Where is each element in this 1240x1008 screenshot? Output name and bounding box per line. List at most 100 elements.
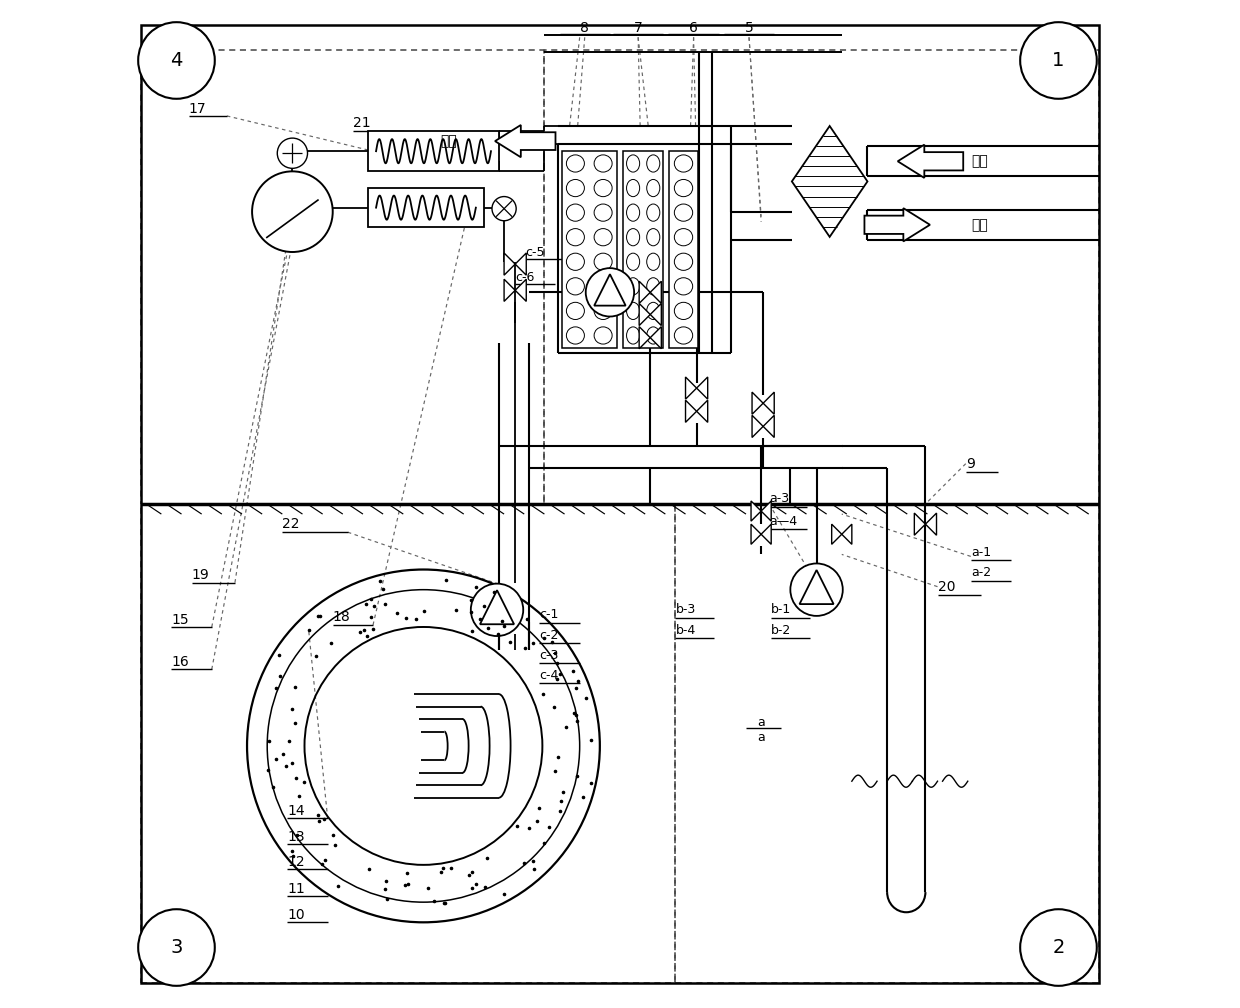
Point <box>309 806 329 823</box>
Point <box>435 573 455 589</box>
Polygon shape <box>697 400 708 422</box>
Polygon shape <box>650 327 661 349</box>
Text: c-2: c-2 <box>539 629 559 641</box>
Text: 2: 2 <box>1053 938 1065 957</box>
Polygon shape <box>650 281 661 303</box>
Point <box>433 860 453 876</box>
Point <box>575 690 595 707</box>
Polygon shape <box>515 253 526 275</box>
Point <box>267 751 286 767</box>
Point <box>470 611 490 627</box>
Point <box>534 835 554 851</box>
Point <box>548 749 568 765</box>
Text: 13: 13 <box>288 830 305 844</box>
Point <box>312 857 332 873</box>
Point <box>494 886 513 902</box>
Point <box>294 774 314 790</box>
Point <box>414 603 434 619</box>
Point <box>529 800 549 816</box>
Point <box>286 828 306 844</box>
Point <box>264 779 284 795</box>
Point <box>279 733 299 749</box>
Bar <box>368 131 498 171</box>
Point <box>361 591 381 607</box>
Point <box>265 679 285 696</box>
Point <box>299 622 319 638</box>
Polygon shape <box>792 126 868 237</box>
Point <box>466 875 486 891</box>
Point <box>306 648 326 664</box>
Point <box>567 679 587 696</box>
Point <box>466 580 486 596</box>
Point <box>285 715 305 731</box>
Point <box>441 860 461 876</box>
Point <box>285 770 305 786</box>
Point <box>567 714 587 730</box>
Point <box>544 645 564 661</box>
Text: 16: 16 <box>171 655 190 669</box>
Point <box>361 610 381 626</box>
Point <box>515 640 534 656</box>
Text: 8: 8 <box>580 21 589 35</box>
Point <box>355 622 374 638</box>
Point <box>573 789 593 805</box>
Point <box>563 663 583 679</box>
Text: 17: 17 <box>188 102 206 116</box>
Point <box>567 767 587 783</box>
Point <box>533 686 553 703</box>
FancyArrow shape <box>898 145 963 178</box>
Text: 21: 21 <box>353 116 371 130</box>
Point <box>356 596 376 612</box>
Point <box>552 793 572 809</box>
Point <box>397 611 417 627</box>
Text: 送风: 送风 <box>440 134 456 148</box>
Circle shape <box>252 171 332 252</box>
Polygon shape <box>515 279 526 301</box>
Polygon shape <box>832 524 842 544</box>
Point <box>461 623 481 639</box>
Text: 6: 6 <box>689 21 698 35</box>
Point <box>327 878 347 894</box>
Point <box>322 827 342 843</box>
Text: 10: 10 <box>288 908 305 922</box>
Point <box>314 811 334 828</box>
FancyArrow shape <box>495 125 556 157</box>
Point <box>370 573 389 589</box>
Text: 18: 18 <box>332 610 351 624</box>
Text: 20: 20 <box>937 580 955 594</box>
Point <box>283 843 303 859</box>
Point <box>363 621 383 637</box>
Point <box>258 762 278 778</box>
Text: 4: 4 <box>170 51 182 70</box>
Polygon shape <box>505 253 515 275</box>
Text: a—4: a—4 <box>769 515 797 527</box>
Point <box>517 612 537 628</box>
Text: 9: 9 <box>966 457 975 471</box>
Point <box>289 788 309 804</box>
Polygon shape <box>686 400 697 422</box>
Point <box>309 812 329 829</box>
Point <box>489 626 508 642</box>
Text: 22: 22 <box>283 517 300 531</box>
Text: 1: 1 <box>1053 51 1065 70</box>
Point <box>309 608 329 624</box>
Polygon shape <box>751 524 761 544</box>
Point <box>374 881 394 897</box>
Point <box>523 635 543 651</box>
Point <box>407 611 427 627</box>
Point <box>474 599 494 615</box>
Point <box>281 701 301 717</box>
Circle shape <box>492 197 516 221</box>
Point <box>275 758 295 774</box>
Text: a-1: a-1 <box>971 546 991 558</box>
Polygon shape <box>686 377 697 399</box>
Text: 排风: 排风 <box>971 218 987 232</box>
Polygon shape <box>639 327 650 349</box>
Point <box>463 880 482 896</box>
Point <box>568 672 588 688</box>
Text: 11: 11 <box>288 882 305 896</box>
Circle shape <box>790 563 843 616</box>
Point <box>321 635 341 651</box>
Text: 12: 12 <box>288 855 305 869</box>
Point <box>500 634 520 650</box>
